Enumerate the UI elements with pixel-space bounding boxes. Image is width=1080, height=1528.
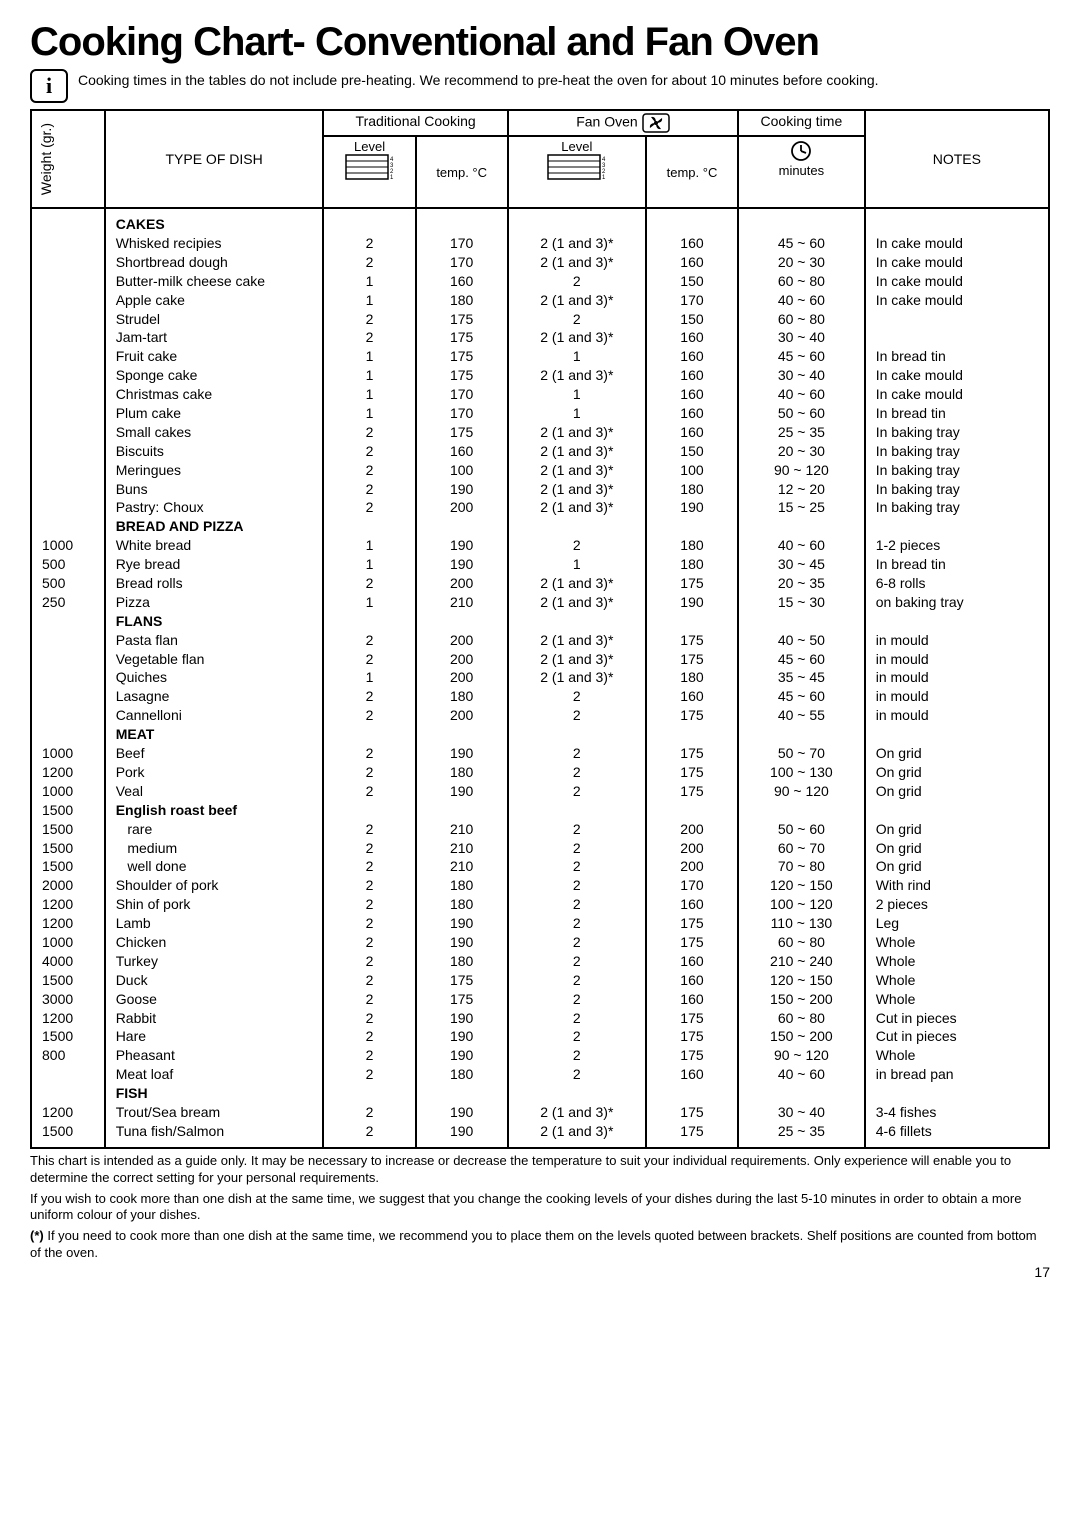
col-fan-temp: 160 160 150 170 150 160 160 160 160 160 … [651, 211, 733, 1145]
header-fan: Fan Oven [508, 110, 738, 136]
col-time: 45 ~ 60 20 ~ 30 60 ~ 80 40 ~ 60 60 ~ 80 … [743, 211, 860, 1145]
header-weight: Weight (gr.) [36, 113, 56, 205]
fan-icon [642, 114, 670, 130]
info-text: Cooking times in the tables do not inclu… [78, 69, 879, 89]
footnote-3: (*) If you need to cook more than one di… [30, 1228, 1050, 1262]
col-weight: 1000 500 500 250 1000 1200 1000 1500 150… [36, 211, 100, 1145]
col-trad-temp: 170 170 160 180 175 175 175 175 170 170 … [421, 211, 503, 1145]
level-diagram-icon: 4321 [547, 154, 607, 180]
header-trad-level: Level 4321 [323, 136, 415, 208]
header-traditional: Traditional Cooking [323, 110, 507, 136]
header-time: Cooking time [738, 110, 865, 136]
svg-text:1: 1 [390, 175, 394, 180]
page-number: 17 [30, 1264, 1050, 1280]
header-notes: NOTES [865, 110, 1049, 208]
col-fan-level: 2 (1 and 3)* 2 (1 and 3)* 2 2 (1 and 3)*… [513, 211, 641, 1145]
col-trad-level: 2 2 1 1 2 2 1 1 1 1 2 2 2 2 2 1 1 2 1 2 … [328, 211, 410, 1145]
col-notes: In cake mould In cake mould In cake moul… [870, 211, 1044, 1145]
header-minutes: minutes [738, 136, 865, 208]
svg-text:1: 1 [602, 175, 606, 180]
clock-icon [789, 142, 813, 157]
header-dish: TYPE OF DISH [105, 110, 324, 208]
page-title: Cooking Chart- Conventional and Fan Oven [30, 20, 1050, 65]
cooking-table: Weight (gr.) TYPE OF DISH Traditional Co… [30, 109, 1050, 1149]
info-row: i Cooking times in the tables do not inc… [30, 69, 1050, 103]
header-trad-temp: temp. °C [416, 136, 508, 208]
footnote-1: This chart is intended as a guide only. … [30, 1153, 1050, 1187]
col-dish: CAKES Whisked recipies Shortbread dough … [110, 211, 319, 1145]
info-icon: i [30, 69, 68, 103]
header-fan-temp: temp. °C [646, 136, 738, 208]
footnote-2: If you wish to cook more than one dish a… [30, 1191, 1050, 1225]
level-diagram-icon: 4321 [345, 154, 395, 180]
header-fan-level: Level 4321 [508, 136, 646, 208]
